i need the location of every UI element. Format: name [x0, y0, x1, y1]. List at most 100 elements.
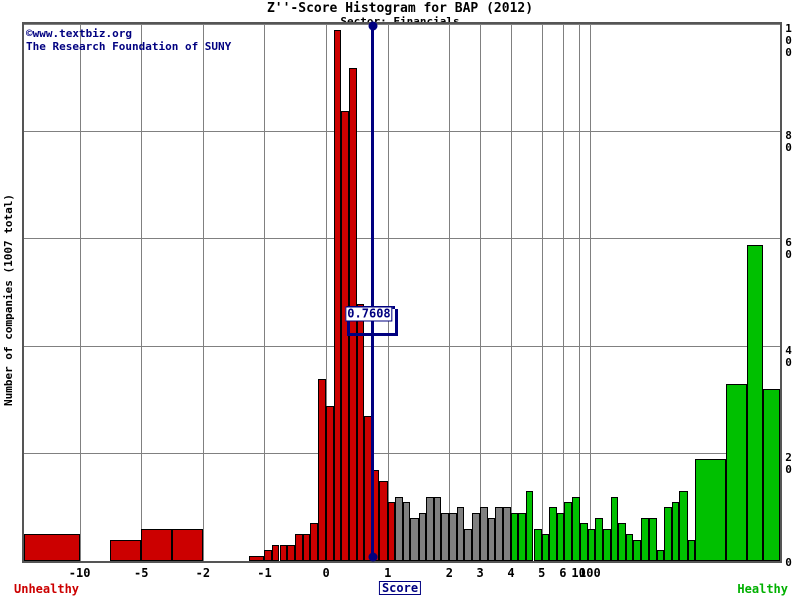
x-axis-title: Score — [378, 581, 422, 595]
histogram-bar — [387, 502, 396, 561]
histogram-bar — [295, 534, 303, 561]
histogram-bar — [287, 544, 296, 561]
histogram-bar — [464, 528, 472, 561]
plot-area: 0.7608 — [22, 21, 782, 563]
histogram-bar — [279, 544, 287, 561]
histogram-bar — [580, 523, 588, 561]
histogram-bar — [456, 507, 465, 561]
gridline-x-10 — [578, 25, 580, 561]
unhealthy-label: Unhealthy — [14, 582, 80, 596]
histogram-bar — [264, 550, 272, 561]
gridline-x-1 — [387, 25, 389, 561]
x-tick-6: 6 — [559, 566, 567, 580]
histogram-bar — [248, 555, 265, 561]
marker-dot-bottom — [368, 552, 378, 561]
histogram-bar — [364, 416, 372, 561]
histogram-bar — [610, 496, 619, 561]
credit-line-2: The Research Foundation of SUNY — [26, 40, 232, 53]
histogram-bar — [671, 502, 680, 561]
histogram-bar — [433, 496, 442, 561]
histogram-bar — [649, 518, 657, 561]
gridline-x-0 — [326, 25, 328, 561]
gridline-x--1 — [264, 25, 266, 561]
histogram-bar — [571, 496, 581, 561]
histogram-bar — [541, 534, 550, 561]
x-tick--1: -1 — [257, 566, 272, 580]
x-tick-100: 100 — [579, 566, 601, 580]
histogram-bar — [141, 528, 173, 561]
histogram-bar — [402, 502, 411, 561]
gridline-x-3 — [480, 25, 482, 561]
histogram-bar — [664, 507, 672, 561]
histogram-bar — [326, 405, 334, 561]
histogram-bar — [418, 512, 427, 561]
x-tick--10: -10 — [68, 566, 91, 580]
histogram-bar — [595, 518, 603, 561]
histogram-bar — [633, 539, 641, 561]
histogram-bar — [640, 518, 650, 561]
gridline-x--10 — [79, 25, 81, 561]
x-tick-0: 0 — [322, 566, 330, 580]
x-tick-2: 2 — [445, 566, 453, 580]
y-tick-80: 80 — [782, 129, 795, 154]
gridline-x-2 — [449, 25, 451, 561]
gridline-y-20 — [24, 452, 780, 454]
histogram-bar — [426, 496, 434, 561]
histogram-bar — [525, 491, 534, 561]
x-tick-5: 5 — [538, 566, 546, 580]
gridline-y-100 — [24, 24, 780, 25]
gridline-x-4 — [510, 25, 512, 561]
marker-dot-top — [368, 21, 378, 31]
gridline-x--5 — [141, 25, 143, 561]
gridline-y-60 — [24, 238, 780, 240]
histogram-bar — [618, 523, 626, 561]
marker-whisker-lower — [346, 332, 395, 336]
histogram-bar — [602, 528, 611, 561]
gridline-x-100 — [589, 25, 591, 561]
histogram-bar — [302, 534, 311, 561]
y-axis-title-text: Number of companies (1007 total) — [2, 194, 15, 406]
histogram-bar — [495, 507, 503, 561]
histogram-bar — [110, 539, 142, 561]
gridline-y-80 — [24, 131, 780, 133]
x-tick-4: 4 — [507, 566, 515, 580]
chart-title: Z''-Score Histogram for BAP (2012) — [266, 1, 534, 16]
histogram-bar — [687, 539, 696, 561]
y-tick-60: 60 — [782, 236, 795, 261]
histogram-bar — [333, 30, 342, 561]
histogram-bar — [695, 459, 726, 561]
plot-inner: 0.7608 — [24, 21, 780, 561]
histogram-bar — [317, 378, 327, 561]
marker-vertical-line — [371, 30, 375, 561]
histogram-bar — [356, 303, 365, 561]
gridline-y-40 — [24, 345, 780, 347]
histogram-bar — [410, 518, 419, 561]
x-tick--2: -2 — [195, 566, 211, 580]
y-tick-100: 100 — [782, 22, 795, 58]
credit-line-1: ©www.textbiz.org — [26, 27, 132, 40]
y-tick-40: 40 — [782, 343, 795, 368]
y-tick-0: 0 — [782, 556, 795, 568]
histogram-bar — [480, 507, 488, 561]
x-tick-3: 3 — [476, 566, 484, 580]
histogram-bar — [441, 512, 450, 561]
histogram-bar — [24, 534, 80, 561]
y-axis-title: Number of companies (1007 total) — [2, 194, 15, 406]
histogram-bar — [518, 512, 526, 561]
histogram-bar — [656, 550, 665, 561]
histogram-bar — [556, 512, 565, 561]
histogram-bar — [271, 544, 280, 561]
marker-cap-left — [346, 309, 350, 336]
y-tick-20: 20 — [782, 450, 795, 475]
histogram-bar — [502, 507, 511, 561]
histogram-bar — [487, 518, 496, 561]
credit-watermark: ©www.textbiz.org The Research Foundation… — [26, 27, 231, 53]
gridline-x--2 — [202, 25, 204, 561]
histogram-bar — [762, 389, 780, 561]
histogram-bar — [449, 512, 457, 561]
histogram-bar — [725, 384, 747, 561]
x-tick-1: 1 — [384, 566, 392, 580]
marker-cap-right — [394, 309, 398, 336]
histogram-bar — [625, 534, 634, 561]
